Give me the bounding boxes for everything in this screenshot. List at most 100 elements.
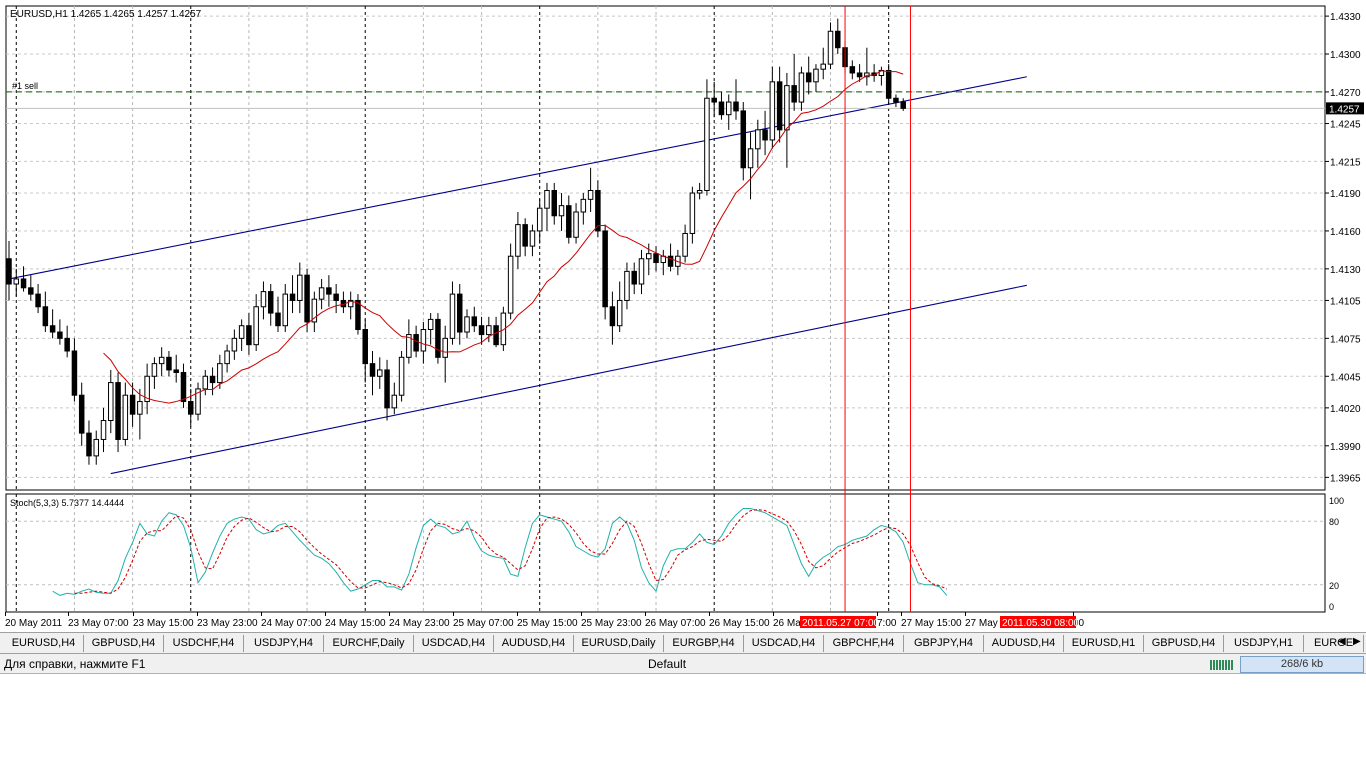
candle	[529, 230, 536, 247]
candle	[173, 369, 179, 373]
candle	[151, 363, 158, 377]
time-marker-label: 2011.05.30 08:00	[1002, 618, 1080, 629]
candle	[544, 190, 550, 209]
tabs-scroll-right-icon[interactable]: ▶	[1353, 636, 1361, 647]
candle	[129, 394, 136, 415]
time-tick-label: 23 May 07:00	[68, 618, 129, 629]
candle	[638, 258, 645, 285]
chart-tab[interactable]: AUDUSD,H4	[984, 635, 1064, 652]
time-marker-label: 2011.05.27 07:00	[802, 618, 880, 629]
chart-tab[interactable]: EURUSD,Daily	[574, 635, 664, 652]
candle	[704, 97, 710, 192]
connection-bars-icon	[1210, 660, 1233, 670]
tabs-scroll-left-icon[interactable]: ◀	[1338, 636, 1346, 647]
chart-symbol-info: EURUSD,H1 1.4265 1.4265 1.4257 1.4257	[10, 9, 202, 20]
candle	[166, 356, 172, 371]
channel-upper-line[interactable]	[8, 76, 1027, 280]
chart-area[interactable]: #1 sell Stoch(5,3,3) 5.7377 14.4444 1.43…	[0, 0, 1366, 632]
price-tick-label: 1.3965	[1330, 473, 1361, 484]
candle	[311, 298, 318, 323]
candle	[551, 190, 557, 217]
candle	[231, 337, 238, 352]
candle	[333, 293, 339, 301]
candle	[493, 325, 499, 346]
candle	[449, 293, 456, 339]
chart-tab[interactable]: USDCHF,H4	[164, 635, 244, 652]
candle	[304, 274, 310, 323]
chart-tab[interactable]: USDCAD,H4	[414, 635, 494, 652]
chart-tab[interactable]: EURGBP,H4	[664, 635, 744, 652]
price-tick-label: 1.4160	[1330, 227, 1361, 238]
time-marker-badge	[1000, 616, 1076, 628]
candle	[369, 363, 376, 377]
chart-tab[interactable]: EURGE	[1304, 635, 1364, 652]
candle	[602, 230, 608, 308]
candle	[471, 316, 478, 327]
candle	[595, 190, 601, 232]
status-profile: Default	[648, 657, 687, 671]
candle	[13, 278, 20, 285]
candle	[246, 325, 252, 346]
candle	[71, 350, 78, 396]
channel-lower-line[interactable]	[110, 284, 1027, 475]
time-tick-label: 27 May	[965, 618, 998, 629]
candle	[667, 255, 674, 267]
candle	[195, 388, 201, 415]
candle	[86, 432, 92, 457]
candle	[536, 207, 543, 232]
candle	[558, 205, 565, 217]
candle	[384, 369, 390, 409]
chart-tab[interactable]: USDJPY,H1	[1224, 635, 1304, 652]
candle	[791, 85, 797, 103]
chart-tab[interactable]: EURUSD,H4	[4, 635, 84, 652]
candle	[253, 306, 259, 346]
candle	[78, 394, 85, 434]
candle	[377, 369, 383, 377]
time-tick-label: 25 May 23:00	[581, 618, 642, 629]
candle	[827, 30, 834, 65]
candle	[144, 375, 150, 403]
candle	[464, 316, 470, 333]
candle	[108, 382, 114, 421]
price-tick-label: 1.4075	[1330, 334, 1361, 345]
price-tick-label: 1.4215	[1330, 157, 1361, 168]
chart-tab[interactable]: GBPUSD,H4	[1144, 635, 1224, 652]
stoch-label: Stoch(5,3,3) 5.7377 14.4444	[10, 498, 124, 508]
price-tick-label: 1.4020	[1330, 404, 1361, 415]
chart-tab[interactable]: GBPJPY,H4	[904, 635, 984, 652]
candle	[35, 293, 41, 308]
candle	[413, 334, 419, 352]
chart-tab[interactable]: AUDUSD,H4	[494, 635, 574, 652]
candle	[805, 72, 812, 83]
current-price-label: 1.4257	[1329, 104, 1360, 115]
candle	[100, 419, 107, 440]
candle	[871, 72, 877, 77]
candle	[20, 278, 27, 289]
time-tick-label: 26 May 07:00	[645, 618, 706, 629]
order-label: #1 sell	[12, 81, 38, 91]
chart-tab[interactable]: GBPUSD,H4	[84, 635, 164, 652]
chart-tab[interactable]: USDCAD,H4	[744, 635, 824, 652]
chart-tab[interactable]: EURUSD,H1	[1064, 635, 1144, 652]
candle	[260, 291, 267, 308]
candle	[202, 375, 209, 390]
candle	[427, 318, 434, 331]
chart-tab[interactable]: USDJPY,H4	[244, 635, 324, 652]
price-pane[interactable]	[5, 5, 1326, 491]
stoch-level-label: 100	[1329, 496, 1344, 506]
price-tick-label: 1.4245	[1330, 120, 1361, 131]
chart-tab[interactable]: EURCHF,Daily	[324, 635, 414, 652]
stoch-pane[interactable]	[5, 493, 1326, 613]
candle	[478, 325, 485, 336]
candle	[347, 299, 354, 308]
candle	[188, 401, 194, 415]
candle	[740, 110, 747, 169]
candle	[885, 69, 892, 99]
candle	[297, 274, 303, 301]
candle	[616, 299, 623, 327]
candle	[355, 299, 361, 331]
chart-tab[interactable]: GBPCHF,H4	[824, 635, 904, 652]
candle	[733, 101, 739, 112]
candle	[158, 356, 165, 365]
candle	[500, 312, 507, 346]
